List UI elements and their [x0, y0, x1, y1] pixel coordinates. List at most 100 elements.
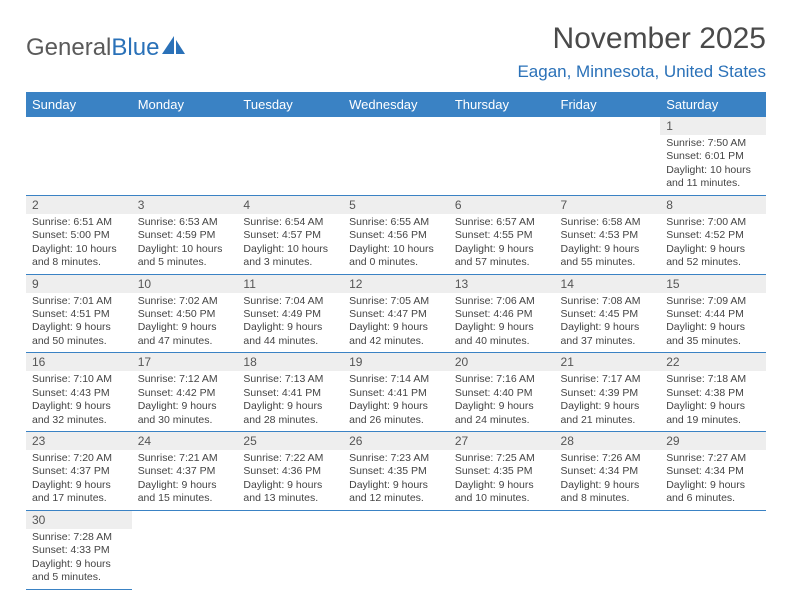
day-info: Sunrise: 6:57 AMSunset: 4:55 PMDaylight:… [455, 216, 549, 270]
day-info: Sunrise: 7:28 AMSunset: 4:33 PMDaylight:… [32, 531, 126, 585]
calendar-cell: 7 Sunrise: 6:58 AMSunset: 4:53 PMDaylight… [555, 195, 661, 274]
day-info: Sunrise: 7:20 AMSunset: 4:37 PMDaylight:… [32, 452, 126, 506]
sunset-text: Sunset: 4:35 PM [455, 465, 549, 478]
daylight-text: Daylight: 9 hours and 44 minutes. [243, 321, 337, 348]
day-number: 11 [237, 275, 343, 293]
day-info: Sunrise: 7:04 AMSunset: 4:49 PMDaylight:… [243, 295, 337, 349]
sunset-text: Sunset: 4:55 PM [455, 229, 549, 242]
sunrise-text: Sunrise: 7:16 AM [455, 373, 549, 386]
calendar-cell: 17 Sunrise: 7:12 AMSunset: 4:42 PMDayligh… [132, 353, 238, 432]
calendar-cell: 12 Sunrise: 7:05 AMSunset: 4:47 PMDayligh… [343, 274, 449, 353]
daylight-text: Daylight: 9 hours and 35 minutes. [666, 321, 760, 348]
logo-text-blue: Blue [111, 34, 159, 61]
sunrise-text: Sunrise: 7:04 AM [243, 295, 337, 308]
daylight-text: Daylight: 9 hours and 5 minutes. [32, 558, 126, 585]
day-header: Saturday [660, 92, 766, 117]
day-number: 30 [26, 511, 132, 529]
sunrise-text: Sunrise: 7:25 AM [455, 452, 549, 465]
day-number: 4 [237, 196, 343, 214]
calendar-cell: 5Sunrise: 6:55 AMSunset: 4:56 PMDaylight… [343, 195, 449, 274]
sunset-text: Sunset: 5:00 PM [32, 229, 126, 242]
month-title: November 2025 [517, 22, 766, 56]
sunset-text: Sunset: 4:41 PM [349, 387, 443, 400]
logo-text-general: General [26, 34, 111, 61]
sunrise-text: Sunrise: 7:28 AM [32, 531, 126, 544]
calendar-cell [660, 510, 766, 589]
sunrise-text: Sunrise: 7:08 AM [561, 295, 655, 308]
calendar-week: 30 Sunrise: 7:28 AMSunset: 4:33 PMDayligh… [26, 510, 766, 589]
day-header-row: Sunday Monday Tuesday Wednesday Thursday… [26, 92, 766, 117]
calendar-cell: 26Sunrise: 7:23 AMSunset: 4:35 PMDayligh… [343, 432, 449, 511]
sunset-text: Sunset: 4:37 PM [32, 465, 126, 478]
day-info: Sunrise: 7:21 AMSunset: 4:37 PMDaylight:… [138, 452, 232, 506]
day-info: Sunrise: 7:25 AMSunset: 4:35 PMDaylight:… [455, 452, 549, 506]
day-number: 27 [449, 432, 555, 450]
sunset-text: Sunset: 4:35 PM [349, 465, 443, 478]
calendar-cell: 21 Sunrise: 7:17 AMSunset: 4:39 PMDayligh… [555, 353, 661, 432]
sunrise-text: Sunrise: 7:06 AM [455, 295, 549, 308]
sunset-text: Sunset: 4:52 PM [666, 229, 760, 242]
daylight-text: Daylight: 9 hours and 6 minutes. [666, 479, 760, 506]
sunrise-text: Sunrise: 7:27 AM [666, 452, 760, 465]
sunrise-text: Sunrise: 7:09 AM [666, 295, 760, 308]
day-info: Sunrise: 7:23 AMSunset: 4:35 PMDaylight:… [349, 452, 443, 506]
sunrise-text: Sunrise: 7:18 AM [666, 373, 760, 386]
day-info: Sunrise: 6:58 AMSunset: 4:53 PMDaylight:… [561, 216, 655, 270]
calendar-cell: 18Sunrise: 7:13 AMSunset: 4:41 PMDayligh… [237, 353, 343, 432]
day-header: Thursday [449, 92, 555, 117]
sunset-text: Sunset: 4:51 PM [32, 308, 126, 321]
calendar-cell: 8Sunrise: 7:00 AMSunset: 4:52 PMDaylight… [660, 195, 766, 274]
calendar-cell [555, 510, 661, 589]
day-info: Sunrise: 7:18 AMSunset: 4:38 PMDaylight:… [666, 373, 760, 427]
day-number: 21 [555, 353, 661, 371]
calendar-page: GeneralBlue November 2025 Eagan, Minneso… [0, 0, 792, 612]
day-number: 12 [343, 275, 449, 293]
sunset-text: Sunset: 4:42 PM [138, 387, 232, 400]
day-info: Sunrise: 7:01 AMSunset: 4:51 PMDaylight:… [32, 295, 126, 349]
day-info: Sunrise: 7:08 AMSunset: 4:45 PMDaylight:… [561, 295, 655, 349]
day-number: 25 [237, 432, 343, 450]
calendar-cell: 15Sunrise: 7:09 AMSunset: 4:44 PMDayligh… [660, 274, 766, 353]
day-number: 18 [237, 353, 343, 371]
day-info: Sunrise: 7:05 AMSunset: 4:47 PMDaylight:… [349, 295, 443, 349]
day-number: 28 [555, 432, 661, 450]
calendar-cell: 16Sunrise: 7:10 AMSunset: 4:43 PMDayligh… [26, 353, 132, 432]
day-number: 2 [26, 196, 132, 214]
calendar-cell: 23 Sunrise: 7:20 AMSunset: 4:37 PMDayligh… [26, 432, 132, 511]
sunrise-text: Sunrise: 6:51 AM [32, 216, 126, 229]
day-number: 7 [555, 196, 661, 214]
sunrise-text: Sunrise: 7:13 AM [243, 373, 337, 386]
sunset-text: Sunset: 4:36 PM [243, 465, 337, 478]
sunset-text: Sunset: 4:34 PM [561, 465, 655, 478]
day-header: Friday [555, 92, 661, 117]
daylight-text: Daylight: 9 hours and 24 minutes. [455, 400, 549, 427]
daylight-text: Daylight: 9 hours and 12 minutes. [349, 479, 443, 506]
calendar-cell [132, 117, 238, 195]
calendar-week: 1Sunrise: 7:50 AMSunset: 6:01 PMDaylight… [26, 117, 766, 195]
sunrise-text: Sunrise: 7:23 AM [349, 452, 443, 465]
day-info: Sunrise: 6:51 AMSunset: 5:00 PMDaylight:… [32, 216, 126, 270]
day-info: Sunrise: 6:53 AMSunset: 4:59 PMDaylight:… [138, 216, 232, 270]
day-number: 16 [26, 353, 132, 371]
day-header: Wednesday [343, 92, 449, 117]
daylight-text: Daylight: 10 hours and 3 minutes. [243, 243, 337, 270]
sunrise-text: Sunrise: 7:26 AM [561, 452, 655, 465]
daylight-text: Daylight: 9 hours and 57 minutes. [455, 243, 549, 270]
day-info: Sunrise: 7:17 AMSunset: 4:39 PMDaylight:… [561, 373, 655, 427]
sunset-text: Sunset: 4:33 PM [32, 544, 126, 557]
daylight-text: Daylight: 9 hours and 26 minutes. [349, 400, 443, 427]
calendar-cell: 27 Sunrise: 7:25 AMSunset: 4:35 PMDayligh… [449, 432, 555, 511]
sunrise-text: Sunrise: 7:05 AM [349, 295, 443, 308]
sunset-text: Sunset: 6:01 PM [666, 150, 760, 163]
day-info: Sunrise: 7:16 AMSunset: 4:40 PMDaylight:… [455, 373, 549, 427]
sunset-text: Sunset: 4:47 PM [349, 308, 443, 321]
day-number: 17 [132, 353, 238, 371]
day-info: Sunrise: 7:22 AMSunset: 4:36 PMDaylight:… [243, 452, 337, 506]
day-info: Sunrise: 7:12 AMSunset: 4:42 PMDaylight:… [138, 373, 232, 427]
calendar-cell: 25 Sunrise: 7:22 AMSunset: 4:36 PMDayligh… [237, 432, 343, 511]
daylight-text: Daylight: 9 hours and 15 minutes. [138, 479, 232, 506]
calendar-body: 1Sunrise: 7:50 AMSunset: 6:01 PMDaylight… [26, 117, 766, 589]
calendar-cell: 10Sunrise: 7:02 AMSunset: 4:50 PMDayligh… [132, 274, 238, 353]
day-number: 23 [26, 432, 132, 450]
sunset-text: Sunset: 4:46 PM [455, 308, 549, 321]
